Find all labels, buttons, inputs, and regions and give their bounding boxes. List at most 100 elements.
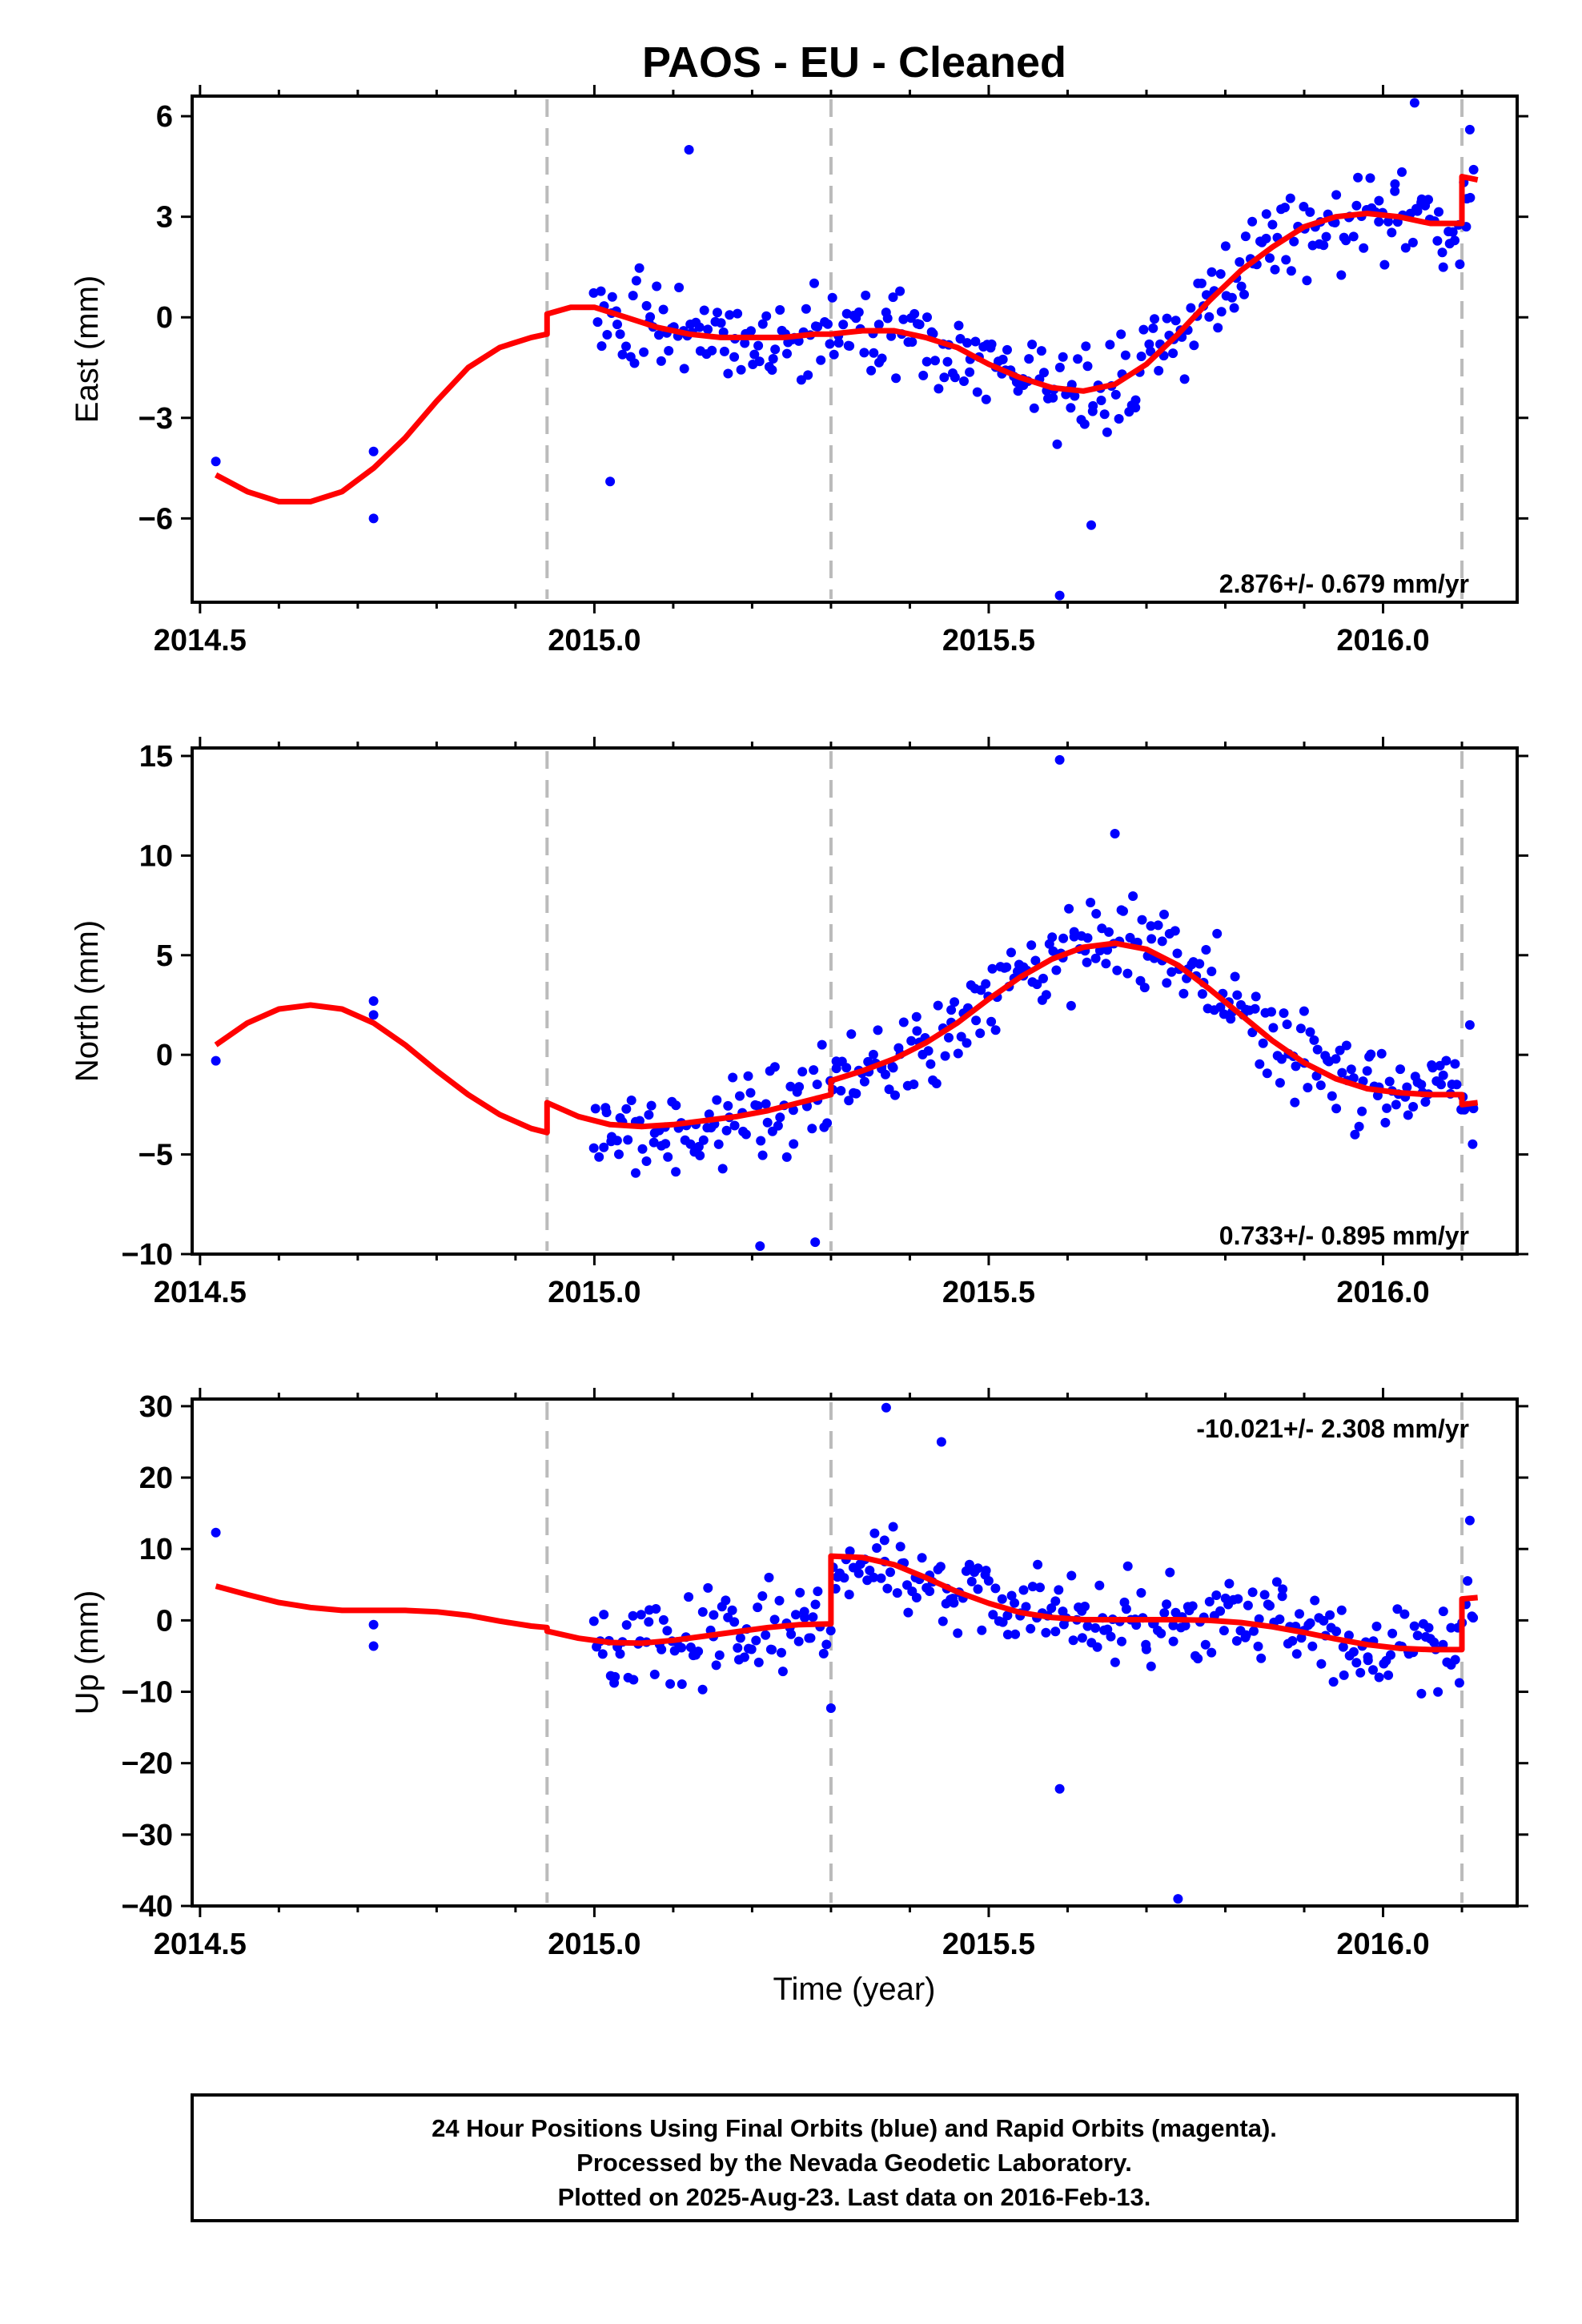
north-data-point bbox=[797, 1067, 808, 1077]
north-data-point bbox=[1102, 945, 1113, 955]
east-data-point bbox=[211, 456, 221, 467]
up-data-point bbox=[1159, 1608, 1170, 1618]
east-rate-label: 2.876+/- 0.679 mm/yr bbox=[1219, 569, 1469, 598]
north-data-point bbox=[836, 1086, 846, 1096]
up-data-point bbox=[892, 1588, 902, 1598]
east-data-point bbox=[921, 356, 932, 367]
north-data-point bbox=[1275, 1078, 1285, 1088]
north-data-point bbox=[1247, 1027, 1258, 1038]
east-data-point bbox=[1066, 403, 1076, 413]
east-y-tick-label: 6 bbox=[156, 100, 173, 134]
east-data-point bbox=[1305, 207, 1315, 217]
north-data-point bbox=[781, 1152, 792, 1162]
east-data-point bbox=[859, 348, 869, 358]
up-data-point bbox=[1287, 1636, 1298, 1646]
east-data-point bbox=[888, 292, 898, 303]
up-data-point bbox=[1265, 1601, 1275, 1611]
up-data-point bbox=[761, 1630, 771, 1640]
north-data-point bbox=[648, 1137, 659, 1148]
east-data-point bbox=[658, 304, 669, 315]
north-data-point bbox=[1348, 1073, 1359, 1084]
east-data-point bbox=[1407, 237, 1418, 247]
east-data-point bbox=[639, 347, 649, 357]
north-y-axis-title: North (mm) bbox=[70, 920, 105, 1082]
north-y-tick-label: −5 bbox=[139, 1139, 173, 1172]
north-data-point bbox=[1197, 989, 1207, 999]
north-data-point bbox=[1166, 967, 1177, 977]
east-data-point bbox=[1319, 240, 1329, 251]
north-data-point bbox=[1441, 1055, 1452, 1066]
up-data-point bbox=[1050, 1626, 1061, 1637]
east-data-point bbox=[869, 348, 879, 358]
up-data-point bbox=[368, 1641, 379, 1651]
up-data-point bbox=[693, 1647, 704, 1657]
up-data-point bbox=[727, 1605, 737, 1615]
east-data-point bbox=[1215, 269, 1226, 279]
north-data-point bbox=[817, 1039, 827, 1050]
north-data-point bbox=[1064, 903, 1074, 914]
east-data-point bbox=[740, 338, 750, 348]
north-data-point bbox=[1006, 947, 1016, 958]
north-data-point bbox=[1354, 1121, 1364, 1132]
north-data-point bbox=[873, 1025, 883, 1035]
north-data-point bbox=[1391, 1100, 1401, 1110]
up-data-point bbox=[1450, 1655, 1460, 1665]
north-data-point bbox=[741, 1129, 751, 1140]
up-data-point bbox=[1006, 1590, 1017, 1601]
up-data-point bbox=[1249, 1626, 1259, 1636]
north-data-point bbox=[1172, 948, 1182, 959]
east-data-point bbox=[1464, 124, 1475, 135]
east-data-point bbox=[1412, 206, 1423, 216]
north-data-point bbox=[990, 1025, 1001, 1035]
up-data-point bbox=[1102, 1624, 1113, 1634]
north-y-tick-label: 0 bbox=[156, 1039, 173, 1072]
east-x-tick-label: 2015.0 bbox=[548, 624, 640, 657]
north-data-point bbox=[1290, 1097, 1300, 1108]
north-data-point bbox=[753, 1100, 763, 1111]
east-data-point bbox=[596, 286, 606, 296]
footer-box: 24 Hour Positions Using Final Orbits (bl… bbox=[191, 2093, 1519, 2222]
east-data-point bbox=[970, 336, 981, 347]
east-y-axis-title: East (mm) bbox=[70, 275, 105, 423]
east-data-point bbox=[1052, 439, 1062, 449]
east-data-point bbox=[1048, 392, 1058, 403]
east-data-point bbox=[1196, 278, 1207, 288]
north-data-point bbox=[695, 1150, 705, 1160]
east-data-point bbox=[1162, 313, 1172, 324]
north-data-point bbox=[1380, 1117, 1391, 1128]
up-data-point bbox=[810, 1599, 821, 1610]
up-y-axis-title: Up (mm) bbox=[70, 1590, 105, 1715]
east-data-point bbox=[1267, 219, 1278, 230]
north-data-point bbox=[1178, 988, 1189, 999]
up-data-point bbox=[895, 1542, 905, 1552]
up-data-point bbox=[1351, 1658, 1362, 1668]
up-data-point bbox=[786, 1629, 797, 1639]
east-data-point bbox=[1321, 231, 1331, 242]
north-data-point bbox=[1153, 920, 1163, 931]
east-data-point bbox=[621, 341, 631, 352]
north-data-point bbox=[1048, 946, 1058, 956]
up-data-point bbox=[615, 1649, 625, 1659]
north-data-point bbox=[1303, 1083, 1313, 1093]
north-data-point bbox=[671, 1100, 681, 1111]
north-x-tick-label: 2015.0 bbox=[548, 1276, 640, 1309]
up-data-point bbox=[888, 1522, 898, 1532]
east-data-point bbox=[1353, 172, 1363, 183]
up-data-point bbox=[1464, 1515, 1475, 1526]
up-data-point bbox=[777, 1647, 786, 1658]
north-data-point bbox=[863, 1056, 873, 1067]
north-data-point bbox=[1054, 754, 1065, 765]
north-data-point bbox=[1047, 932, 1058, 943]
north-data-point bbox=[890, 1090, 900, 1100]
up-data-point bbox=[1080, 1602, 1090, 1611]
north-data-point bbox=[713, 1139, 724, 1149]
north-data-point bbox=[1082, 933, 1093, 943]
east-data-point bbox=[1216, 307, 1227, 317]
east-data-point bbox=[684, 145, 694, 155]
east-data-point bbox=[699, 305, 709, 316]
east-data-point bbox=[641, 300, 652, 311]
east-plot-frame bbox=[191, 94, 1519, 604]
north-x-tick-label: 2015.5 bbox=[942, 1276, 1035, 1309]
east-data-point bbox=[679, 364, 689, 374]
